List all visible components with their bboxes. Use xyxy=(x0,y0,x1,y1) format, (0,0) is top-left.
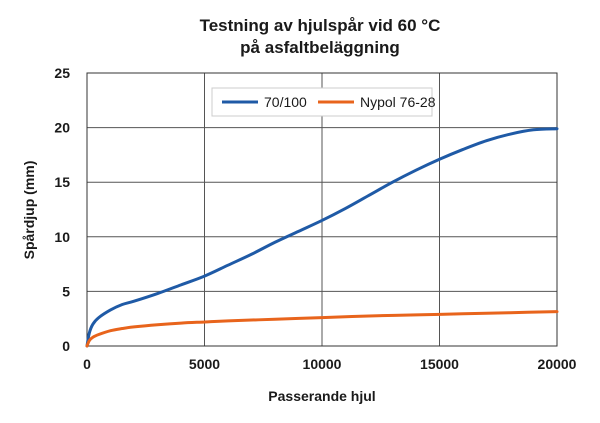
x-tick-label: 10000 xyxy=(303,356,342,372)
chart-title-line-1: Testning av hjulspår vid 60 °C xyxy=(200,16,441,35)
legend-label-nypol: Nypol 76-28 xyxy=(360,94,436,110)
plot-frame xyxy=(86,72,558,347)
tick-labels: 0 5000 10000 15000 20000 0 5 10 15 20 25 xyxy=(54,65,576,372)
series-line-1 xyxy=(85,310,559,348)
x-tick-label: 20000 xyxy=(538,356,577,372)
series-lines xyxy=(85,127,559,348)
x-tick-label: 5000 xyxy=(189,356,220,372)
y-tick-label: 5 xyxy=(62,283,70,299)
y-tick-label: 20 xyxy=(54,120,70,136)
y-tick-label: 10 xyxy=(54,229,70,245)
y-tick-label: 25 xyxy=(54,65,70,81)
x-tick-label: 15000 xyxy=(420,356,459,372)
chart-title-line-2: på asfaltbeläggning xyxy=(240,38,400,57)
x-axis-label: Passerande hjul xyxy=(268,388,375,404)
y-axis-label: Spårdjup (mm) xyxy=(21,161,37,260)
x-tick-label: 0 xyxy=(83,356,91,372)
legend: 70/100 Nypol 76-28 xyxy=(211,87,436,117)
y-tick-label: 0 xyxy=(62,338,70,354)
y-tick-label: 15 xyxy=(54,174,70,190)
series-line-0 xyxy=(85,127,559,348)
legend-label-70-100: 70/100 xyxy=(264,94,307,110)
